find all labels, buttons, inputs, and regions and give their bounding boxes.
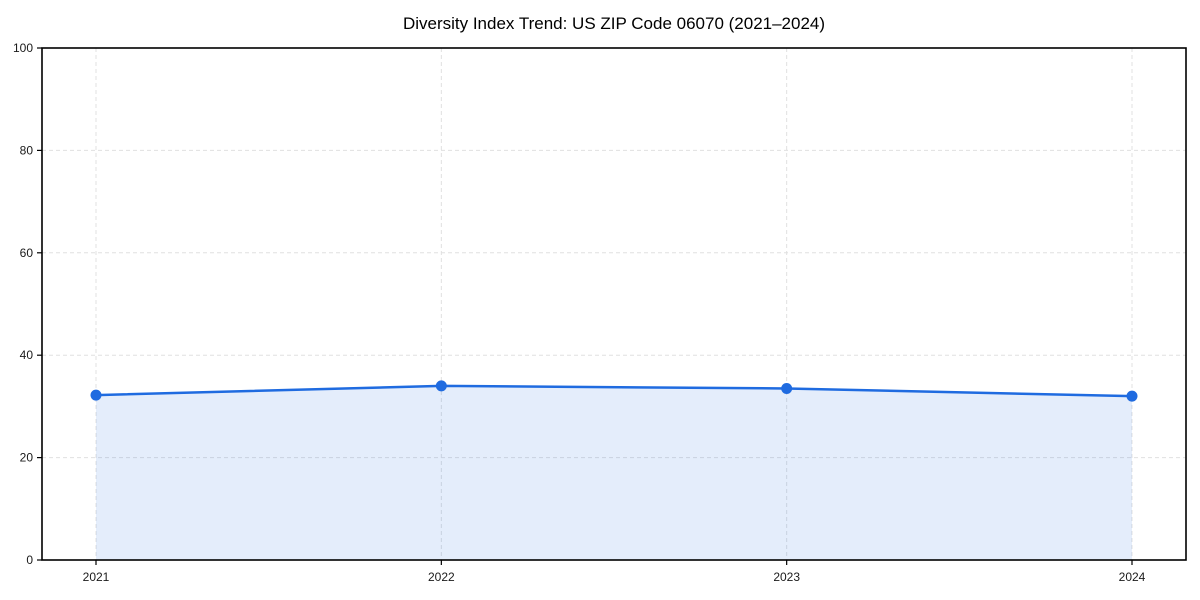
- x-tick-label: 2024: [1119, 570, 1146, 584]
- x-tick-label: 2022: [428, 570, 455, 584]
- y-tick-label: 20: [20, 451, 34, 465]
- x-axis-tick-labels: 2021 2022 2023 2024: [83, 570, 1146, 584]
- x-gridlines: [95, 48, 1133, 560]
- area-fill: [96, 385, 1132, 560]
- data-points: [90, 380, 1138, 402]
- data-point: [1126, 390, 1138, 402]
- y-tick-label: 100: [13, 41, 33, 55]
- data-point: [90, 389, 102, 401]
- plot-border: [41, 47, 1187, 561]
- trend-line: [94, 384, 1134, 398]
- series-area: [96, 385, 1132, 560]
- x-axis-ticks: [95, 560, 1133, 565]
- series-line: [94, 384, 1134, 398]
- y-tick-label: 60: [20, 246, 34, 260]
- data-point: [435, 380, 447, 392]
- y-tick-label: 0: [26, 553, 33, 567]
- y-axis-tick-labels: 0 20 40 60 80 100: [13, 41, 33, 567]
- chart-title: Diversity Index Trend: US ZIP Code 06070…: [403, 14, 825, 33]
- x-tick-label: 2021: [83, 570, 110, 584]
- y-tick-label: 40: [20, 348, 34, 362]
- data-point: [781, 382, 793, 394]
- y-axis-ticks: [37, 47, 42, 561]
- x-tick-label: 2023: [773, 570, 800, 584]
- y-tick-label: 80: [20, 143, 34, 157]
